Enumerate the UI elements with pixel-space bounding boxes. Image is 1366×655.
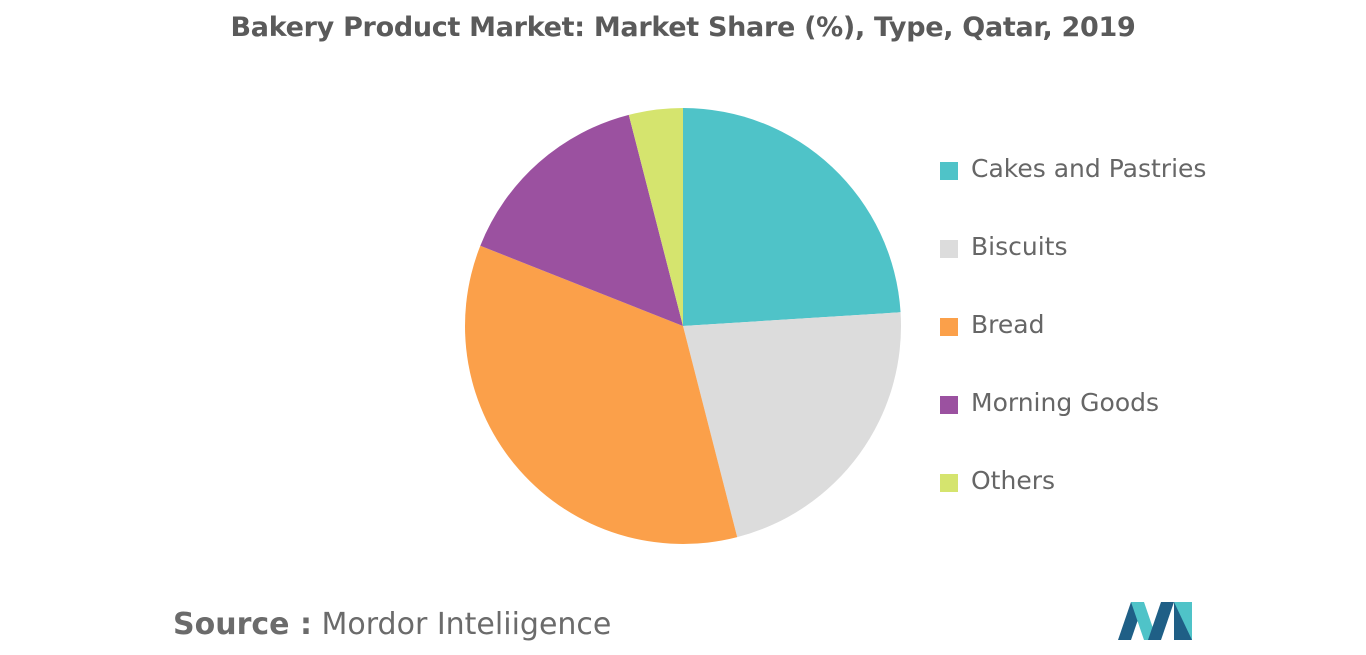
pie-slice-others[interactable] <box>628 108 683 326</box>
legend-swatch <box>940 162 958 180</box>
logo-shape-right-cut <box>1174 602 1192 640</box>
legend-item-morning-goods[interactable]: Morning Goods <box>940 384 1300 462</box>
logo-shape-mid-left <box>1131 602 1157 640</box>
legend-label: Bread <box>971 310 1045 339</box>
legend-label: Morning Goods <box>971 388 1160 417</box>
source-prefix: Source : <box>173 607 312 642</box>
pie-slice-biscuits[interactable] <box>683 312 902 538</box>
legend-item-cakes-and-pastries[interactable]: Cakes and Pastries <box>940 150 1300 228</box>
legend-label: Cakes and Pastries <box>971 154 1207 183</box>
legend-swatch <box>940 396 958 414</box>
legend-label: Others <box>971 466 1056 495</box>
pie-slice-bread[interactable] <box>465 245 738 544</box>
source-note: Source : Mordor Inteliigence <box>173 607 611 642</box>
legend-item-bread[interactable]: Bread <box>940 306 1300 384</box>
chart-title: Bakery Product Market: Market Share (%),… <box>230 12 1136 43</box>
source-text: Mordor Inteliigence <box>321 607 612 642</box>
legend-item-biscuits[interactable]: Biscuits <box>940 228 1300 306</box>
legend-label: Biscuits <box>971 232 1068 261</box>
legend-swatch <box>940 240 958 258</box>
pie-slice-cakes-and-pastries[interactable] <box>683 108 901 326</box>
legend-swatch <box>940 318 958 336</box>
logo-shape-mid <box>1148 602 1174 640</box>
pie-slice-morning-goods[interactable] <box>480 114 683 326</box>
mordor-intelligence-logo-icon <box>1118 602 1192 640</box>
legend: Cakes and Pastries Biscuits Bread Mornin… <box>940 150 1300 540</box>
legend-item-others[interactable]: Others <box>940 462 1300 540</box>
legend-swatch <box>940 474 958 492</box>
